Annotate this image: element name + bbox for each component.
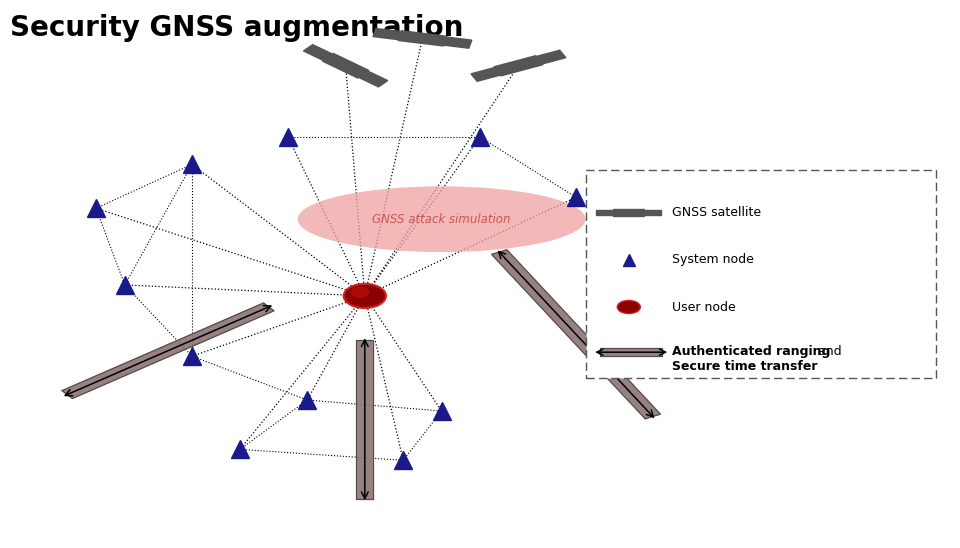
Polygon shape	[600, 349, 662, 356]
Text: Security GNSS augmentation: Security GNSS augmentation	[10, 14, 463, 42]
Text: GNSS attack simulation: GNSS attack simulation	[372, 213, 511, 226]
Polygon shape	[356, 340, 373, 499]
Circle shape	[341, 63, 350, 68]
Circle shape	[617, 300, 640, 313]
Circle shape	[625, 211, 633, 215]
Polygon shape	[323, 54, 369, 78]
Circle shape	[344, 284, 386, 308]
Text: User node: User node	[672, 300, 735, 313]
Text: GNSS satellite: GNSS satellite	[672, 206, 761, 219]
Text: System node: System node	[672, 253, 754, 266]
Polygon shape	[596, 210, 627, 215]
Text: Secure time transfer: Secure time transfer	[672, 361, 818, 374]
FancyBboxPatch shape	[586, 170, 936, 378]
Polygon shape	[492, 250, 660, 419]
Polygon shape	[631, 210, 661, 215]
Polygon shape	[613, 209, 644, 216]
Polygon shape	[423, 35, 471, 48]
Text: and: and	[814, 345, 842, 358]
Circle shape	[418, 36, 427, 41]
Polygon shape	[373, 28, 421, 42]
Polygon shape	[493, 56, 543, 76]
Polygon shape	[518, 50, 565, 69]
Polygon shape	[62, 303, 274, 398]
Circle shape	[514, 63, 523, 68]
Text: Authenticated ranging: Authenticated ranging	[672, 345, 830, 358]
Circle shape	[351, 287, 369, 297]
Polygon shape	[398, 31, 446, 46]
Polygon shape	[343, 64, 388, 87]
Ellipse shape	[298, 186, 586, 252]
Polygon shape	[303, 44, 348, 68]
Polygon shape	[471, 62, 518, 81]
